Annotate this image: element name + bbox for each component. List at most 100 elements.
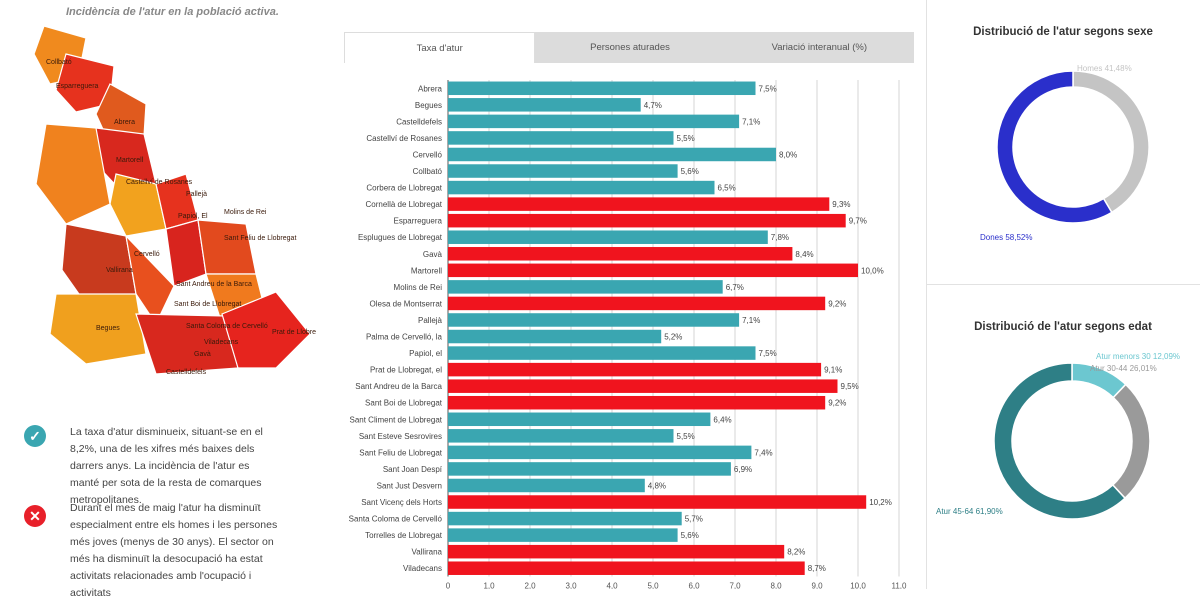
category-label: Sant Feliu de Llobregat [359,448,443,457]
map-region[interactable] [49,293,147,365]
bar[interactable] [448,462,731,476]
bar[interactable] [448,313,740,327]
x-tick-label: 6,0 [688,582,700,590]
bar[interactable] [448,495,867,509]
category-label: Sant Boi de Llobregat [365,399,443,408]
donut-slice[interactable] [996,70,1113,224]
map-region[interactable] [55,53,115,113]
map-label: Castelldefels [166,369,207,376]
bar[interactable] [448,230,768,244]
value-label: 5,5% [677,134,695,143]
bar[interactable] [448,528,678,542]
value-label: 8,2% [787,548,805,557]
bar[interactable] [448,164,678,178]
bar[interactable] [448,280,723,294]
category-label: Viladecans [403,564,442,573]
sex-chart-title: Distribució de l'atur segons sexe [973,26,1153,38]
bar[interactable] [448,362,822,377]
tab-persones-aturades[interactable]: Persones aturades [590,42,670,53]
map-label: Martorell [116,157,144,164]
category-label: Cornellà de Llobregat [366,200,443,209]
value-label: 10,2% [869,498,892,507]
x-tick-label: 0 [446,582,451,590]
category-label: Esplugues de Llobregat [358,233,443,242]
value-label: 8,7% [808,564,826,573]
map-label: Papiol, El [178,213,208,220]
bar[interactable] [448,147,776,162]
unemployment-rate-bar-chart: 0 1,0 2,0 3,0 4,0 5,0 6,0 7,0 8,0 9,0 10,0 11,0 Abre… [349,80,907,590]
bar[interactable] [448,81,756,96]
map-label: Sant Andreu de la Barca [176,281,252,288]
donut-slice[interactable] [1072,70,1150,214]
panel-divider [926,0,927,589]
bar[interactable] [448,544,785,559]
value-label: 7,4% [754,448,772,457]
bar[interactable] [448,329,662,344]
value-label: 9,3% [832,200,850,209]
age-chart-title: Distribució de l'atur segons edat [974,321,1152,333]
donut-slice[interactable] [993,362,1127,520]
map-region[interactable] [221,291,311,369]
map-label: Sant Feliu de Llobregat [224,235,296,242]
value-label: 5,6% [681,167,699,176]
map-caption: Incidència de l'atur en la població acti… [66,6,279,18]
tab-taxa-atur[interactable]: Taxa d'atur [344,32,536,63]
category-label: Begues [415,101,442,110]
category-label: Pallejà [418,316,443,325]
bar[interactable] [448,131,674,145]
note-negative: Durant el mes de maig l'atur ha disminuï… [70,502,278,599]
bar[interactable] [448,263,858,278]
category-label: Esparreguera [394,217,443,226]
map-region[interactable] [35,123,111,225]
map-label: Abrera [114,119,135,126]
bar[interactable] [448,478,645,493]
category-label: Sant Andreu de la Barca [355,382,442,391]
value-label: 6,9% [734,465,752,474]
value-label: 6,4% [713,415,731,424]
tab-variacio-interanual[interactable]: Variació interanual (%) [771,42,868,53]
category-label: Prat de Llobregat, el [370,366,442,375]
category-label: Sant Vicenç dels Horts [361,498,442,507]
bar[interactable] [448,296,826,311]
bar[interactable] [448,247,793,261]
x-tick-label: 7,0 [729,582,741,590]
category-label: Olesa de Montserrat [370,299,443,308]
map-label: Molins de Rei [224,209,267,216]
category-label: Sant Esteve Sesrovires [359,432,442,441]
bar[interactable] [448,379,838,393]
bar[interactable] [448,429,674,443]
map-label: Viladecans [204,339,239,346]
bar[interactable] [448,98,641,112]
category-label: Papiol, el [409,349,442,358]
map-region[interactable] [197,219,257,275]
value-label: 7,1% [742,117,760,126]
bar[interactable] [448,213,846,228]
bar[interactable] [448,114,740,129]
category-label: Cervelló [413,150,443,159]
map-label: Cervelló [134,251,160,258]
slice-label: Atur 45-64 61,90% [936,507,1003,516]
slice-label: Dones 58,52% [980,233,1032,242]
map-region[interactable] [61,223,137,305]
category-label: Castellví de Rosanes [366,134,442,143]
donut-slice[interactable] [1111,383,1151,500]
value-label: 8,0% [779,150,797,159]
bar[interactable] [448,412,711,427]
x-tick-label: 5,0 [647,582,659,590]
comarca-map[interactable]: Collbató Esparreguera Abrera Martorell Caste… [26,24,316,384]
bar[interactable] [448,180,715,195]
value-label: 9,2% [828,299,846,308]
bar[interactable] [448,561,805,575]
bar[interactable] [448,197,830,211]
map-label: Vallirana [106,267,133,274]
bar[interactable] [448,511,682,526]
check-icon: ✓ [24,425,46,447]
bar[interactable] [448,395,826,410]
bar[interactable] [448,445,752,460]
x-tick-label: 3,0 [565,582,577,590]
map-label: Sant Boi de Llobregat [174,301,241,308]
slice-label: Atur menors 30 12,09% [1096,352,1180,361]
map-region[interactable] [109,173,167,237]
bar[interactable] [448,346,756,360]
chart-tabs: Taxa d'atur Persones aturades Variació i… [344,32,914,63]
